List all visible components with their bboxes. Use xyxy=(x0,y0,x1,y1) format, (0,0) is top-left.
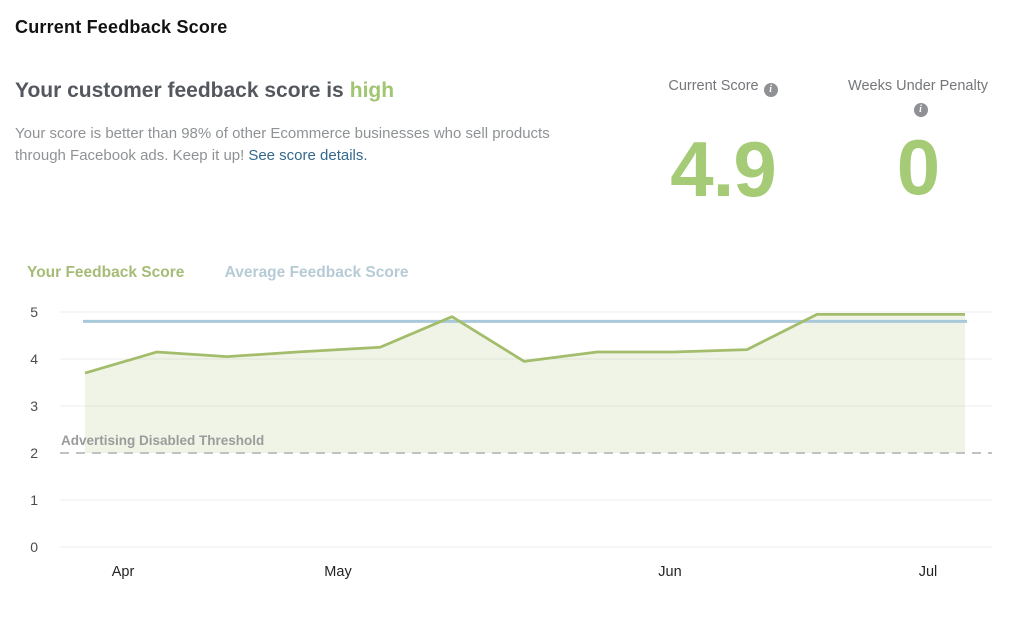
weeks-info-icon-row: i xyxy=(828,97,1008,117)
x-tick-label: Apr xyxy=(112,564,135,580)
y-tick-label: 3 xyxy=(30,398,38,414)
info-icon[interactable]: i xyxy=(763,83,778,97)
your-score-area-fill xyxy=(85,314,965,453)
x-tick-label: Jul xyxy=(919,564,938,580)
info-icon[interactable]: i xyxy=(913,103,928,117)
advertising-disabled-threshold-label: Advertising Disabled Threshold xyxy=(61,433,264,448)
weeks-under-penalty-label: Weeks Under Penalty xyxy=(848,78,988,94)
y-tick-label: 0 xyxy=(30,539,38,555)
current-score-label-row: Current Score i xyxy=(638,78,808,97)
current-score-label: Current Score xyxy=(668,78,759,94)
summary-line-1: Your score is better than 98% of other E… xyxy=(15,125,550,142)
page-title: Current Feedback Score xyxy=(15,17,228,37)
y-tick-label: 2 xyxy=(30,445,38,461)
current-score-value: 4.9 xyxy=(670,125,776,213)
weeks-under-penalty-stat: Weeks Under Penalty i 0 xyxy=(828,78,1008,206)
y-tick-label: 4 xyxy=(30,351,38,367)
x-tick-label: May xyxy=(324,564,352,580)
x-tick-label: Jun xyxy=(658,564,681,580)
feedback-score-chart: 0 1 2 3 4 5 Advertising Disabled Threshold Apr M… xyxy=(30,304,992,580)
feedback-summary-heading: Your customer feedback score is high xyxy=(15,79,394,103)
summary-heading-text: Your customer feedback score is xyxy=(15,79,344,102)
legend-average-feedback-score[interactable]: Average Feedback Score xyxy=(224,264,409,281)
current-score-stat: Current Score i 4.9 xyxy=(638,78,808,208)
chart-legend: Your Feedback Score Average Feedback Sco… xyxy=(27,264,408,282)
weeks-under-penalty-value: 0 xyxy=(896,123,940,211)
score-status-badge: high xyxy=(349,79,395,102)
summary-line-2: through Facebook ads. Keep it up! xyxy=(15,147,245,164)
see-score-details-link[interactable]: See score details. xyxy=(248,147,368,164)
y-tick-label: 5 xyxy=(30,304,38,320)
legend-your-feedback-score[interactable]: Your Feedback Score xyxy=(27,264,185,281)
y-tick-label: 1 xyxy=(30,492,38,508)
feedback-summary-text: Your score is better than 98% of other E… xyxy=(15,123,615,167)
your-score-line xyxy=(84,312,965,375)
